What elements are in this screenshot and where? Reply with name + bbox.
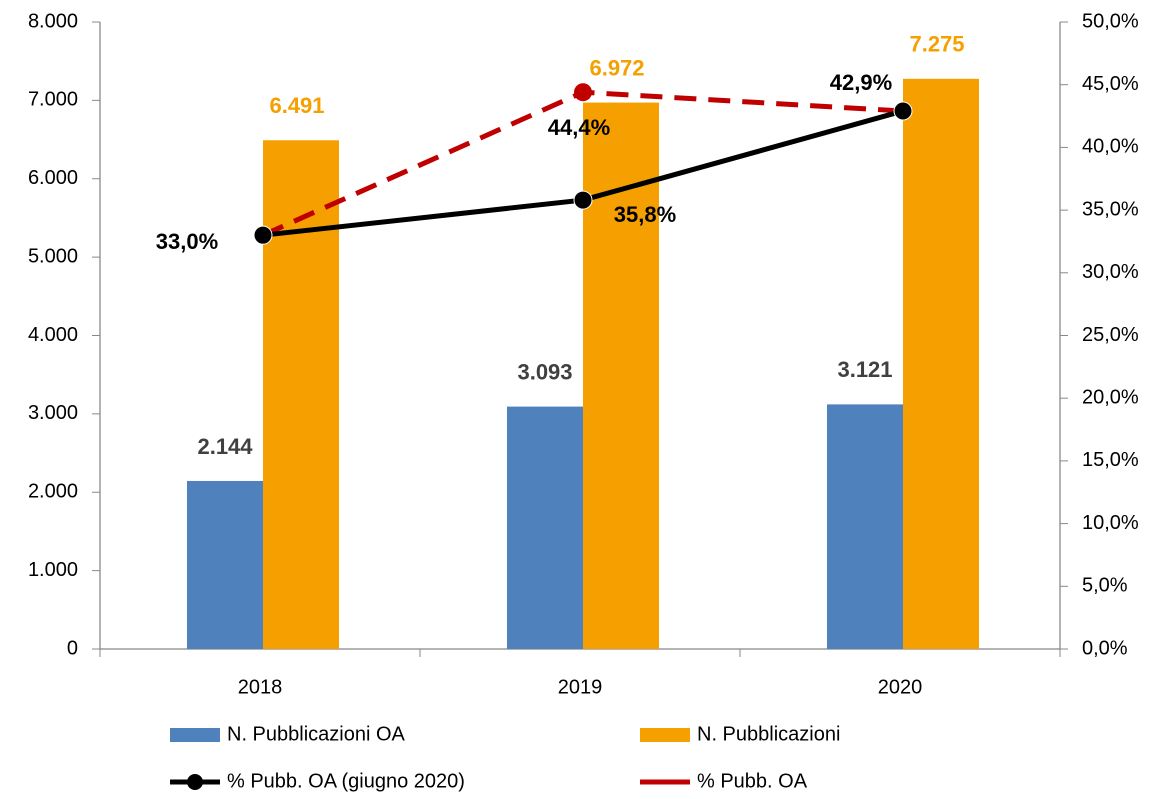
bar-label: 3.121 xyxy=(837,357,892,382)
bar xyxy=(583,102,659,649)
bar xyxy=(263,140,339,649)
y-tick-label: 2.000 xyxy=(28,481,78,503)
bar xyxy=(827,404,903,649)
bar-label: 3.093 xyxy=(517,359,572,384)
legend-swatch xyxy=(640,728,690,742)
line-label: 44,4% xyxy=(548,115,610,140)
bar-label: 2.144 xyxy=(197,434,253,459)
line-label: 33,0% xyxy=(156,229,218,254)
bar xyxy=(507,406,583,649)
y2-tick-label: 20,0% xyxy=(1082,386,1139,408)
marker xyxy=(893,101,913,121)
marker xyxy=(574,83,592,102)
y2-tick-label: 15,0% xyxy=(1082,449,1139,471)
legend-label: % Pubb. OA xyxy=(697,770,808,792)
y-tick-label: 8.000 xyxy=(28,10,78,32)
y2-tick-label: 30,0% xyxy=(1082,261,1139,283)
legend-swatch xyxy=(170,728,220,742)
legend-marker xyxy=(187,774,203,790)
y2-tick-label: 50,0% xyxy=(1082,10,1139,32)
bar-label: 6.972 xyxy=(589,55,644,80)
y2-tick-label: 40,0% xyxy=(1082,136,1139,158)
legend-label: N. Pubblicazioni xyxy=(697,723,840,745)
y-tick-label: 4.000 xyxy=(28,324,78,346)
marker xyxy=(253,225,273,245)
y-tick-label: 7.000 xyxy=(28,89,78,111)
y-tick-label: 6.000 xyxy=(28,167,78,189)
x-tick-label: 2020 xyxy=(878,676,923,698)
legend-label: % Pubb. OA (giugno 2020) xyxy=(227,770,465,792)
y-tick-label: 1.000 xyxy=(28,559,78,581)
y2-tick-label: 25,0% xyxy=(1082,324,1139,346)
marker xyxy=(573,190,593,210)
bar-label: 6.491 xyxy=(269,93,324,118)
line-label: 35,8% xyxy=(614,202,676,227)
y-tick-label: 0 xyxy=(67,637,78,659)
y2-tick-label: 5,0% xyxy=(1082,575,1128,597)
bar xyxy=(187,480,263,649)
y-tick-label: 5.000 xyxy=(28,245,78,267)
x-tick-label: 2018 xyxy=(238,676,283,698)
y2-tick-label: 45,0% xyxy=(1082,73,1139,95)
line-label: 42,9% xyxy=(830,70,892,95)
legend-label: N. Pubblicazioni OA xyxy=(227,723,406,745)
x-tick-label: 2019 xyxy=(558,676,603,698)
y2-tick-label: 35,0% xyxy=(1082,198,1139,220)
y2-tick-label: 0,0% xyxy=(1082,637,1128,659)
y2-tick-label: 10,0% xyxy=(1082,512,1139,534)
bar xyxy=(903,78,979,649)
y-tick-label: 3.000 xyxy=(28,402,78,424)
bar-label: 7.275 xyxy=(909,32,964,57)
